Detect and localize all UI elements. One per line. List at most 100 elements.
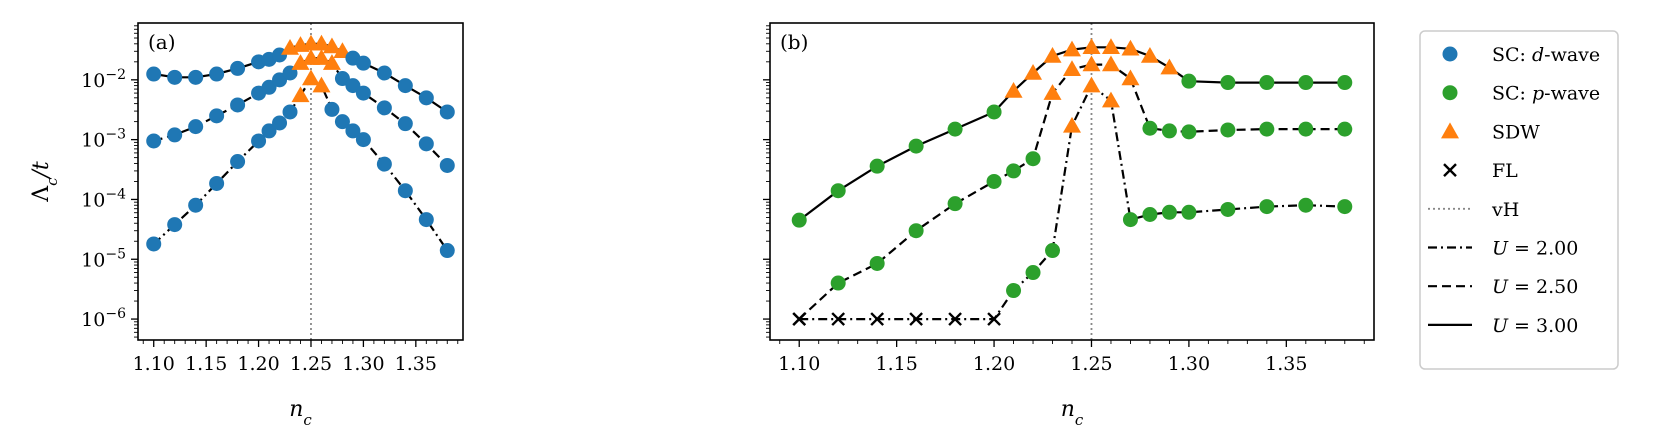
sdw-point xyxy=(1024,64,1043,80)
legend-label: SC: p-wave xyxy=(1492,83,1600,105)
p-wave-point xyxy=(1259,121,1275,137)
d-wave-point xyxy=(167,127,183,143)
p-wave-point xyxy=(1025,265,1041,281)
sdw-point xyxy=(1063,60,1081,77)
axes-frame xyxy=(137,22,464,341)
x-tick-label: 1.25 xyxy=(1070,353,1112,375)
p-wave-point xyxy=(1045,243,1061,259)
p-wave-point xyxy=(1006,163,1022,179)
legend-label: U = 3.00 xyxy=(1492,315,1578,337)
p-wave-point xyxy=(947,121,963,137)
legend-circle-marker xyxy=(1442,85,1458,101)
p-wave-point xyxy=(1122,212,1138,228)
x-tick-label: 1.35 xyxy=(1265,353,1307,375)
p-wave-point xyxy=(830,183,846,199)
d-wave-point xyxy=(397,116,413,132)
d-wave-point xyxy=(209,175,225,191)
y-tick-label: 10−4 xyxy=(81,186,126,211)
p-wave-point xyxy=(1006,283,1022,299)
y-tick-label: 10−6 xyxy=(81,306,126,331)
x-tick-label: 1.30 xyxy=(342,353,384,375)
legend-entry: U = 2.50 xyxy=(1428,276,1578,298)
d-wave-point xyxy=(272,115,288,131)
sdw-point xyxy=(312,49,331,65)
d-wave-point xyxy=(324,101,340,117)
y-tick-label: 10−2 xyxy=(81,67,126,92)
d-wave-point xyxy=(439,104,455,120)
legend-label: FL xyxy=(1492,160,1518,182)
p-wave-point xyxy=(1142,120,1158,136)
d-wave-point xyxy=(209,108,225,124)
sdw-point xyxy=(1101,91,1120,108)
fl-point xyxy=(948,312,962,326)
fl-point xyxy=(870,312,885,326)
d-wave-point xyxy=(334,71,350,87)
p-wave-point xyxy=(1220,201,1236,217)
p-wave-point xyxy=(1298,121,1314,137)
x-axis-label: nc xyxy=(1061,397,1084,429)
x-tick-label: 1.15 xyxy=(875,353,917,375)
series-line-dashed xyxy=(798,63,1345,320)
legend-triangle-marker xyxy=(1441,122,1459,139)
d-wave-point xyxy=(261,79,277,95)
legend-entry: vH xyxy=(1428,199,1519,221)
panel-a: 1.10 1.15 1.20 1.25 1.30 1.35 10−6 10−5 10−4 10−3… xyxy=(29,22,464,429)
x-tick-label: 1.15 xyxy=(185,353,227,375)
p-wave-point xyxy=(1025,151,1041,167)
d-wave-point xyxy=(167,217,183,233)
x-tick-label: 1.25 xyxy=(290,353,332,375)
sdw-point xyxy=(312,34,331,51)
legend-entry: SC: p-wave xyxy=(1442,83,1600,105)
d-wave-point xyxy=(251,133,267,149)
p-wave-point xyxy=(947,196,963,212)
d-wave-point xyxy=(167,69,183,85)
d-wave-point xyxy=(146,236,162,252)
y-tick-label: 10−5 xyxy=(81,246,126,271)
panel-b: 1.10 1.15 1.20 1.25 1.30 1.35 (b) nc xyxy=(763,22,1375,429)
fl-point xyxy=(909,312,923,326)
p-wave-point xyxy=(1259,75,1275,91)
sdw-point xyxy=(291,86,310,103)
x-axis-label: nc xyxy=(289,397,312,429)
d-wave-point xyxy=(282,104,298,120)
p-wave-point xyxy=(1337,199,1353,215)
sdw-point xyxy=(1140,47,1159,63)
legend-box xyxy=(1419,30,1619,370)
p-wave-point xyxy=(908,223,924,239)
sdw-point xyxy=(1082,38,1101,55)
fl-point xyxy=(792,312,807,326)
d-wave-point xyxy=(230,60,246,76)
d-wave-point xyxy=(418,212,434,228)
legend-entry: SC: d-wave xyxy=(1442,44,1600,66)
p-wave-point xyxy=(1142,207,1158,223)
x-tick-label: 1.20 xyxy=(973,353,1015,375)
legend-entry: FL xyxy=(1443,160,1518,182)
sdw-point xyxy=(322,54,341,70)
panel-label: (a) xyxy=(148,30,176,54)
d-wave-point xyxy=(397,183,413,199)
sdw-point xyxy=(1160,58,1179,75)
x-tick-label: 1.30 xyxy=(1168,353,1210,375)
d-wave-point xyxy=(376,100,392,116)
d-wave-point xyxy=(345,78,361,94)
d-wave-point xyxy=(146,133,162,149)
p-wave-point xyxy=(1337,75,1353,91)
sdw-point xyxy=(1082,55,1101,72)
legend-entry: U = 3.00 xyxy=(1428,315,1578,337)
d-wave-point xyxy=(355,85,371,101)
d-wave-point xyxy=(230,154,246,170)
panel-label: (b) xyxy=(780,30,808,54)
legend-entry: SDW xyxy=(1441,121,1540,143)
d-wave-point xyxy=(188,69,204,85)
p-wave-point xyxy=(1181,124,1197,140)
sdw-point xyxy=(291,54,310,70)
d-wave-point xyxy=(209,66,225,82)
d-wave-point xyxy=(188,197,204,213)
p-wave-point xyxy=(869,158,885,174)
sdw-point xyxy=(1101,38,1120,55)
d-wave-point xyxy=(261,123,277,139)
p-wave-point xyxy=(908,138,924,154)
p-wave-point xyxy=(1220,122,1236,138)
d-wave-point xyxy=(188,119,204,135)
p-wave-point xyxy=(986,173,1002,189)
